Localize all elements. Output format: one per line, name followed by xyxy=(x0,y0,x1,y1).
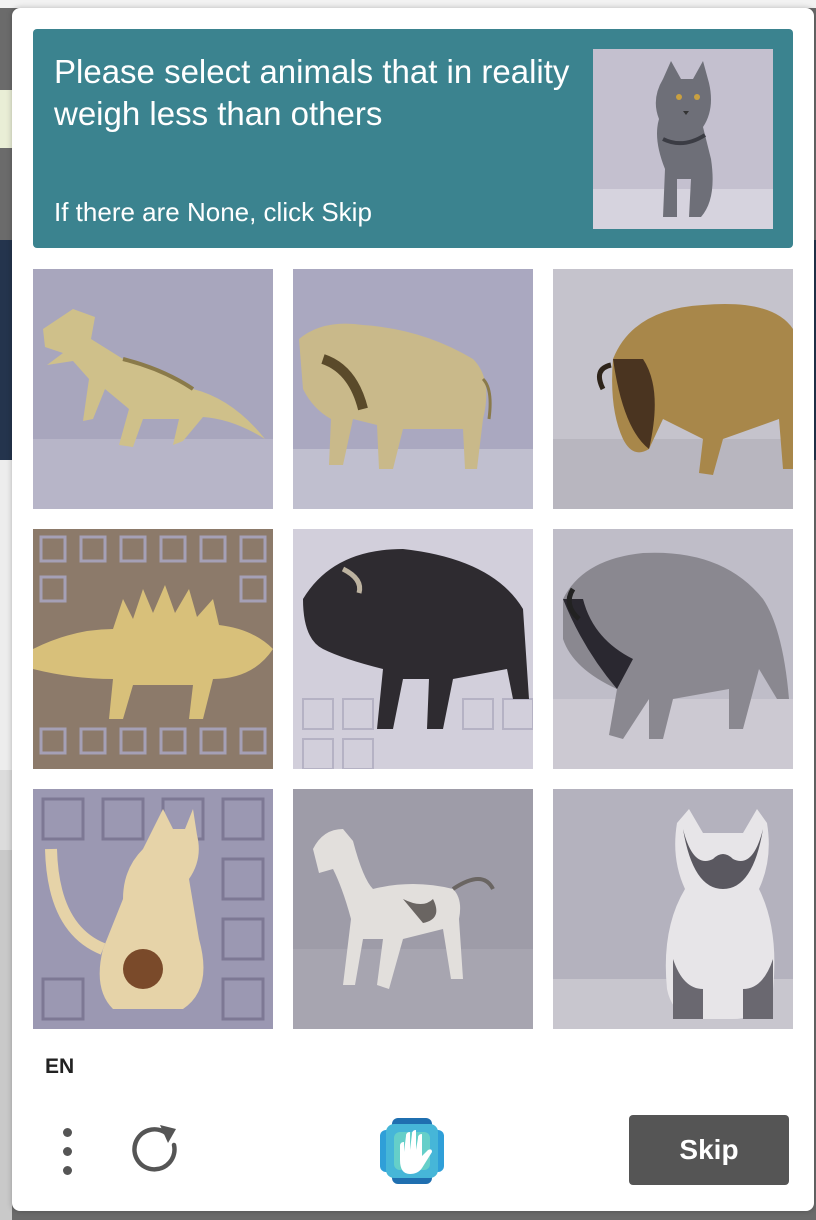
example-image xyxy=(593,49,773,229)
language-selector[interactable]: EN xyxy=(45,1055,75,1078)
grid-tile-2[interactable] xyxy=(293,269,533,509)
hand-logo-icon xyxy=(378,1116,446,1186)
image-grid xyxy=(33,269,793,1029)
vertical-dots-icon xyxy=(63,1128,72,1137)
prompt-title: Please select animals that in reality we… xyxy=(54,53,570,132)
tile-image xyxy=(293,269,533,509)
tile-image xyxy=(553,789,793,1029)
tile-image xyxy=(553,529,793,769)
grid-tile-6[interactable] xyxy=(553,529,793,769)
captcha-challenge-frame: Please select animals that in reality we… xyxy=(12,8,814,1211)
grid-tile-9[interactable] xyxy=(553,789,793,1029)
grid-tile-8[interactable] xyxy=(293,789,533,1029)
grid-tile-7[interactable] xyxy=(33,789,273,1029)
refresh-button[interactable] xyxy=(130,1123,186,1179)
tile-image xyxy=(553,269,793,509)
skip-button[interactable]: Skip xyxy=(629,1115,789,1185)
tile-image xyxy=(293,529,533,769)
tile-image xyxy=(33,789,273,1029)
tile-image xyxy=(33,529,273,769)
prompt-subtitle: If there are None, click Skip xyxy=(54,197,372,227)
grid-tile-4[interactable] xyxy=(33,529,273,769)
grid-tile-3[interactable] xyxy=(553,269,793,509)
challenge-prompt: Please select animals that in reality we… xyxy=(33,29,793,248)
grid-tile-5[interactable] xyxy=(293,529,533,769)
grid-tile-1[interactable] xyxy=(33,269,273,509)
menu-button[interactable] xyxy=(52,1126,82,1178)
tile-image xyxy=(293,789,533,1029)
refresh-icon xyxy=(132,1125,177,1172)
tile-image xyxy=(33,269,273,509)
